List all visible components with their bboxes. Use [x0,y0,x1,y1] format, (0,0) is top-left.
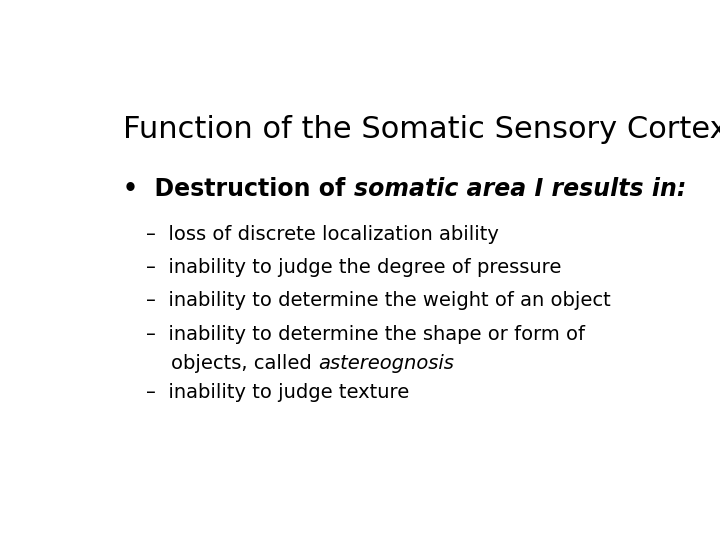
Text: •  Destruction of: • Destruction of [124,177,354,201]
Text: objects, called: objects, called [145,354,318,373]
Text: somatic area I results in:: somatic area I results in: [354,177,686,201]
Text: –  inability to judge texture: – inability to judge texture [145,383,409,402]
Text: –  inability to judge the degree of pressure: – inability to judge the degree of press… [145,258,561,277]
Text: Function of the Somatic Sensory Cortex: Function of the Somatic Sensory Cortex [124,114,720,144]
Text: –  inability to determine the shape or form of: – inability to determine the shape or fo… [145,325,585,343]
Text: –  loss of discrete localization ability: – loss of discrete localization ability [145,225,499,244]
Text: astereognosis: astereognosis [318,354,454,373]
Text: –  inability to determine the weight of an object: – inability to determine the weight of a… [145,292,611,310]
